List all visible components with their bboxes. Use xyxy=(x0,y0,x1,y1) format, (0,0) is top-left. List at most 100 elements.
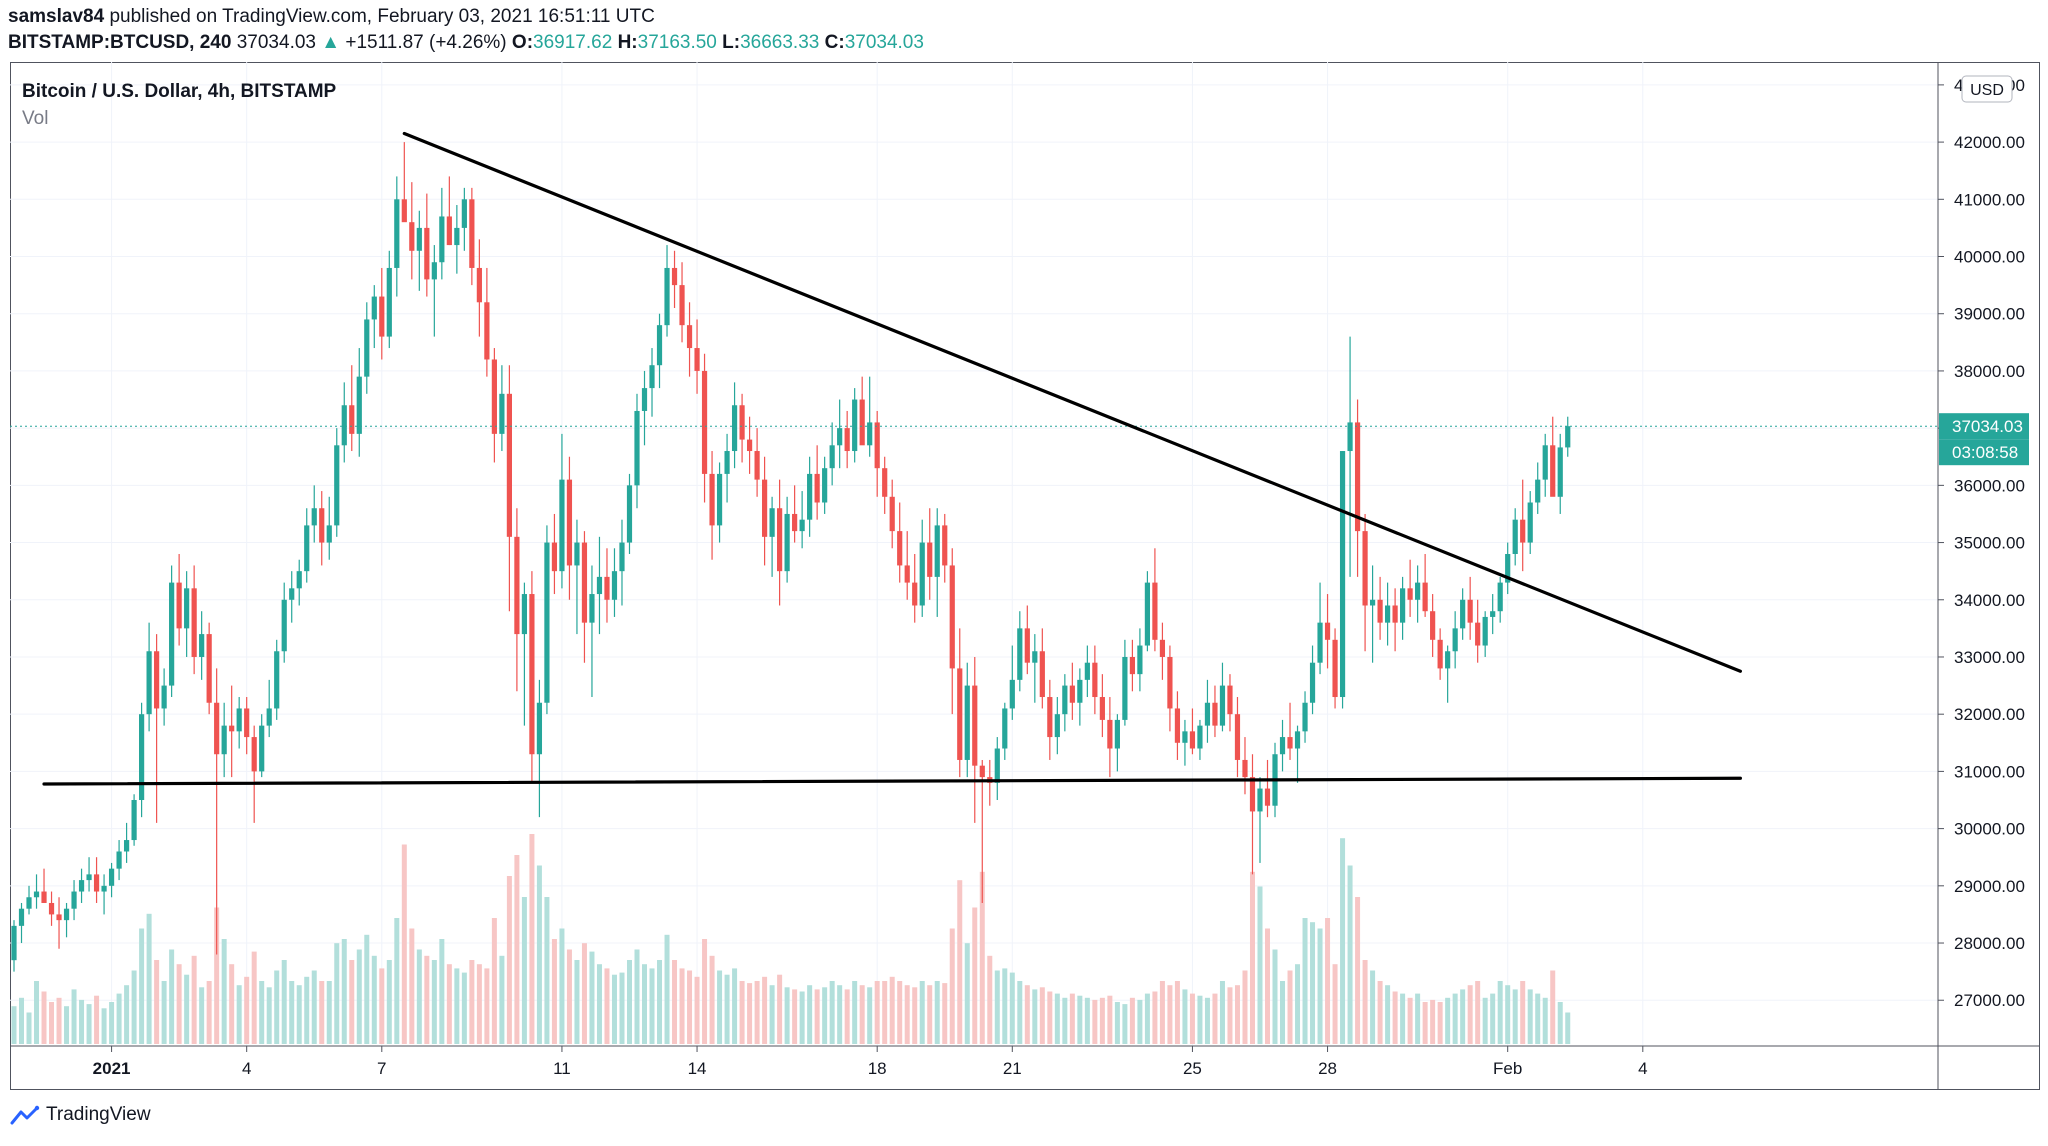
volume-bar xyxy=(747,983,753,1044)
volume-bar xyxy=(1017,981,1023,1044)
candle-body xyxy=(1542,445,1548,480)
volume-bar xyxy=(1430,999,1436,1044)
brand-name[interactable]: TradingView xyxy=(46,1104,151,1125)
volume-bar xyxy=(109,1002,115,1044)
candle-body xyxy=(844,428,850,452)
volume-bar xyxy=(296,985,302,1044)
candle-body xyxy=(199,634,205,657)
volume-bar xyxy=(1009,972,1015,1044)
candle-body xyxy=(716,473,723,526)
y-tick-label: 40000.00 xyxy=(1954,248,2025,267)
candle-body xyxy=(86,874,92,881)
volume-bar xyxy=(94,995,100,1044)
candle-body xyxy=(304,525,310,572)
candle-body xyxy=(762,479,768,537)
candle-body xyxy=(521,594,528,635)
volume-bar xyxy=(221,939,227,1044)
candle-body xyxy=(1084,662,1090,680)
volume-bar xyxy=(551,939,557,1044)
y-tick-label: 42000.00 xyxy=(1954,133,2025,152)
volume-bar xyxy=(1407,997,1413,1044)
candle-body xyxy=(664,267,670,326)
volume-bar xyxy=(702,939,708,1044)
candle-body xyxy=(1520,519,1526,543)
candle-body xyxy=(746,439,753,452)
candle-body xyxy=(356,376,362,434)
candle-body xyxy=(476,267,482,303)
candle-body xyxy=(71,891,77,909)
candle-body xyxy=(814,473,820,503)
volume-bar xyxy=(191,955,197,1044)
volume-bar xyxy=(987,955,993,1044)
volume-bar xyxy=(146,913,152,1044)
candle-body xyxy=(1377,599,1383,623)
volume-bar xyxy=(1144,993,1150,1044)
volume-bar xyxy=(1520,981,1526,1044)
candle-body xyxy=(266,708,272,726)
volume-bar xyxy=(611,974,617,1044)
candle-body xyxy=(326,525,332,543)
candle-body xyxy=(499,393,505,434)
volume-bar xyxy=(822,987,828,1044)
candle-body xyxy=(1415,582,1421,600)
candle-body xyxy=(349,405,355,434)
candle-body xyxy=(491,359,497,434)
author-name[interactable]: samslav84 xyxy=(8,6,105,27)
candle-body xyxy=(386,267,392,337)
volume-bar xyxy=(1437,1002,1443,1044)
volume-bar xyxy=(274,970,280,1044)
volume-bar xyxy=(1047,991,1053,1044)
candle-body xyxy=(394,199,400,268)
volume-bar xyxy=(244,976,250,1044)
candle-body xyxy=(1069,685,1075,703)
volume-bar xyxy=(1077,995,1083,1044)
candle-body xyxy=(1212,702,1218,726)
volume-bar xyxy=(724,974,730,1044)
volume-bar xyxy=(867,987,873,1044)
candle-body xyxy=(1309,662,1316,703)
candle-body xyxy=(529,594,535,755)
x-tick-label: 7 xyxy=(377,1059,386,1078)
volume-bar xyxy=(461,972,467,1044)
candle-body xyxy=(296,571,302,589)
volume-bar xyxy=(1340,838,1346,1044)
volume-bar xyxy=(229,964,235,1044)
volume-bar xyxy=(957,880,963,1044)
volume-bar xyxy=(1234,985,1240,1044)
y-tick-label: 41000.00 xyxy=(1954,190,2025,209)
volume-bar xyxy=(852,981,858,1044)
volume-bar xyxy=(281,960,287,1044)
candle-body xyxy=(229,725,235,732)
candle-body xyxy=(1302,702,1308,732)
x-tick-label: Feb xyxy=(1493,1059,1522,1078)
volume-bar xyxy=(79,999,85,1044)
volume-bar xyxy=(769,985,775,1044)
candle-body xyxy=(656,325,663,366)
symbol-ohlc-bar: BITSTAMP:BTCUSD, 240 37034.03 ▲ +1511.87… xyxy=(8,32,924,54)
candle-body xyxy=(1062,685,1068,715)
candle-body xyxy=(1137,645,1143,675)
volume-bar xyxy=(889,976,895,1044)
candle-body xyxy=(431,262,437,280)
candle-body xyxy=(859,399,865,446)
candle-body xyxy=(1490,611,1496,617)
volume-bar xyxy=(1355,897,1361,1044)
volume-bar xyxy=(979,871,985,1044)
close-label: C: xyxy=(824,32,845,53)
candle-body xyxy=(1249,777,1256,812)
volume-bar xyxy=(559,928,565,1044)
high-label: H: xyxy=(617,32,638,53)
volume-bar xyxy=(124,985,130,1044)
candle-body xyxy=(461,199,467,228)
candle-body xyxy=(108,868,115,886)
candle-body xyxy=(1107,719,1113,749)
candle-body xyxy=(731,405,738,452)
candle-body xyxy=(852,399,858,452)
candle-body xyxy=(686,325,693,349)
volume-bar xyxy=(912,987,918,1044)
candle-body xyxy=(551,542,558,572)
volume-bar xyxy=(56,997,62,1044)
volume-bar xyxy=(1092,999,1098,1044)
candle-body xyxy=(1279,737,1286,755)
